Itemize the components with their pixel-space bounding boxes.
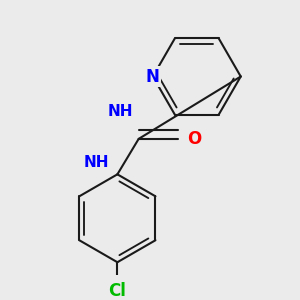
Text: NH: NH	[83, 155, 109, 170]
Text: NH: NH	[107, 104, 133, 119]
Text: O: O	[187, 130, 201, 148]
Text: N: N	[146, 68, 160, 85]
Text: Cl: Cl	[109, 282, 126, 300]
